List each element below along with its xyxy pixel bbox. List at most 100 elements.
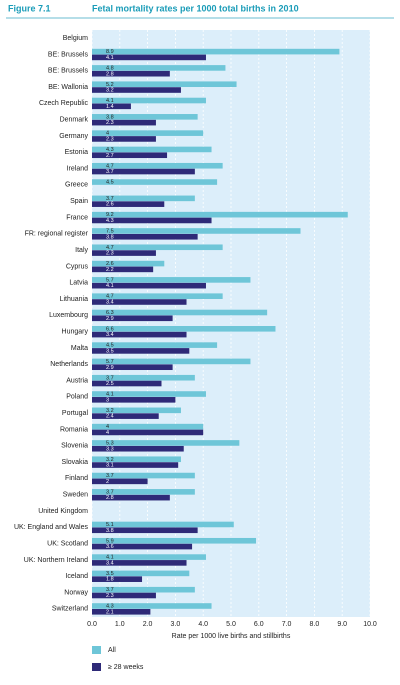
y-tick-label: Greece [65,182,88,189]
x-axis-label: Rate per 1000 live births and stillbirth… [172,633,291,640]
bar [92,87,181,93]
value-label: 4.7 [106,163,114,169]
bar [92,342,218,348]
legend-swatch [92,663,101,671]
y-tick-label: Latvia [69,280,88,287]
value-label: 4 [106,131,109,137]
bar [92,260,165,267]
value-label: 5.2 [106,82,114,88]
y-tick-label: BE: Wallonia [48,84,88,91]
bar [92,146,212,153]
bar [92,65,226,71]
value-label: 3.3 [106,446,114,452]
bar [92,527,198,534]
value-label: 5.9 [106,538,114,544]
value-label: 3.5 [106,571,114,577]
bar [92,592,156,599]
y-tick-label: Estonia [65,149,88,156]
bar [92,326,276,332]
bar [92,299,187,305]
value-label: 6.6 [106,326,114,332]
x-tick-label: 7.0 [282,621,292,628]
legend-label: All [108,647,116,654]
y-tick-label: Sweden [63,492,88,499]
chart-title: Fetal mortality rates per 1000 total bir… [92,3,299,13]
y-tick-label: Romania [60,426,88,433]
value-label: 3.2 [106,457,114,463]
x-tick-label: 9.0 [337,621,347,628]
bar [92,440,240,446]
bar [92,228,301,234]
value-label: 1.8 [106,577,114,583]
y-tick-label: Netherlands [50,361,88,368]
value-label: 4.5 [106,180,114,186]
bar [92,119,156,126]
y-tick-label: Switzerland [52,606,88,613]
y-tick-label: Cyprus [66,263,89,270]
y-tick-label: Czech Republic [39,100,89,107]
value-label: 4.1 [106,283,114,289]
value-label: 2.3 [106,251,114,257]
value-label: 3.5 [106,348,114,354]
y-tick-label: BE: Brussels [48,51,89,58]
bar [92,70,170,77]
bar [92,315,173,322]
value-label: 4.1 [106,55,114,61]
value-label: 3.7 [106,375,114,381]
value-label: 3.2 [106,88,114,94]
value-label: 2.3 [106,593,114,599]
value-label: 2.2 [106,267,114,273]
x-tick-label: 5.0 [226,621,236,628]
value-label: 5.7 [106,359,114,365]
bar [92,489,195,495]
value-label: 4.3 [106,218,114,224]
bar [92,358,251,365]
y-tick-label: Poland [66,394,88,401]
bar [92,456,181,463]
bar [92,103,131,110]
bar [92,168,195,175]
x-tick-label: 0.0 [87,621,97,628]
value-label: 4.1 [106,392,114,398]
legend-label: ≥ 28 weeks [108,664,144,671]
bar [92,266,154,273]
y-tick-label: Italy [75,247,88,254]
value-label: 4 [106,424,109,430]
y-tick-label: Lithuania [60,296,89,303]
y-tick-label: Austria [66,377,88,384]
value-label: 3.8 [106,114,114,120]
value-label: 3.8 [106,234,114,240]
y-tick-label: UK: England and Wales [14,524,89,531]
bar [92,179,218,185]
value-label: 2.3 [106,136,114,142]
x-tick-label: 10.0 [363,621,377,628]
x-tick-label: 2.0 [143,621,153,628]
value-label: 2.7 [106,153,114,159]
y-tick-label: BE: Brussels [48,68,89,75]
bar [92,586,195,593]
value-label: 9.2 [106,212,114,218]
bar [92,423,204,430]
x-tick-label: 8.0 [310,621,320,628]
bar [92,554,206,560]
value-label: 2 [106,479,109,485]
bar [92,81,237,88]
value-label: 3 [106,397,109,403]
value-label: 5.7 [106,277,114,283]
y-tick-label: Germany [59,133,88,140]
value-label: 6.3 [106,310,114,316]
bar [92,244,223,251]
bar [92,543,193,550]
legend-swatch [92,646,101,654]
bar [92,391,206,397]
bar [92,54,206,61]
bar [92,114,198,120]
y-tick-label: Malta [71,345,88,352]
bar [92,97,206,104]
value-label: 4.8 [106,65,114,71]
bar [92,152,168,159]
value-label: 2.4 [106,414,114,420]
bar [92,282,206,289]
y-tick-label: Luxembourg [49,312,88,319]
y-tick-label: Norway [64,589,88,596]
